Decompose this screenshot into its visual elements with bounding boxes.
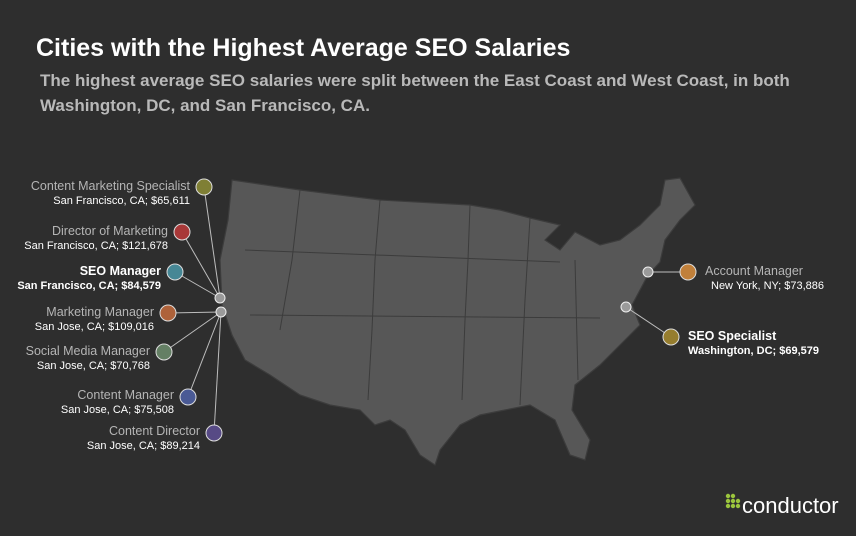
callout: Content Marketing Specialist San Francis… bbox=[31, 179, 190, 209]
detail: San Francisco, CA; $84,579 bbox=[17, 280, 161, 292]
role: Director of Marketing bbox=[51, 224, 168, 238]
detail: New York, NY; $73,886 bbox=[711, 280, 825, 292]
title: Cities with the Highest Average SEO Sala… bbox=[36, 34, 571, 62]
role: SEO Specialist bbox=[688, 329, 777, 343]
role: Social Media Manager bbox=[25, 344, 150, 358]
role: Marketing Manager bbox=[46, 305, 154, 319]
callout: Content Manager San Jose, CA; $75,508 bbox=[61, 388, 174, 418]
detail: San Jose, CA; $75,508 bbox=[60, 404, 174, 416]
state-borders bbox=[244, 189, 601, 406]
logo: conductor bbox=[742, 493, 839, 518]
callout: SEO Specialist Washington, DC; $69,579 bbox=[688, 329, 819, 359]
subtitle: The highest average SEO salaries were sp… bbox=[40, 71, 790, 115]
city-points bbox=[214, 266, 654, 318]
leader-lines bbox=[163, 186, 688, 434]
callout-dots bbox=[155, 178, 697, 442]
logo-icon bbox=[725, 493, 741, 509]
role: Content Manager bbox=[77, 388, 174, 402]
detail: San Jose, CA; $89,214 bbox=[86, 440, 200, 452]
callout: Content Director San Jose, CA; $89,214 bbox=[87, 424, 200, 454]
callout: Social Media Manager San Jose, CA; $70,7… bbox=[26, 344, 150, 374]
detail: San Francisco, CA; $121,678 bbox=[24, 240, 168, 252]
detail: San Jose, CA; $70,768 bbox=[36, 360, 150, 372]
role: SEO Manager bbox=[79, 264, 161, 278]
callout: Account Manager New York, NY; $73,886 bbox=[705, 264, 824, 294]
detail: San Jose, CA; $109,016 bbox=[34, 321, 154, 333]
callout: Director of Marketing San Francisco, CA;… bbox=[24, 224, 168, 254]
role: Content Director bbox=[108, 424, 200, 438]
us-map bbox=[219, 177, 696, 466]
role: Content Marketing Specialist bbox=[30, 179, 190, 193]
detail: Washington, DC; $69,579 bbox=[688, 345, 820, 357]
callout: Marketing Manager San Jose, CA; $109,016 bbox=[35, 305, 154, 335]
callout: SEO Manager San Francisco, CA; $84,579 bbox=[17, 264, 161, 294]
role: Account Manager bbox=[705, 264, 803, 278]
detail: San Francisco, CA; $65,611 bbox=[53, 195, 190, 207]
